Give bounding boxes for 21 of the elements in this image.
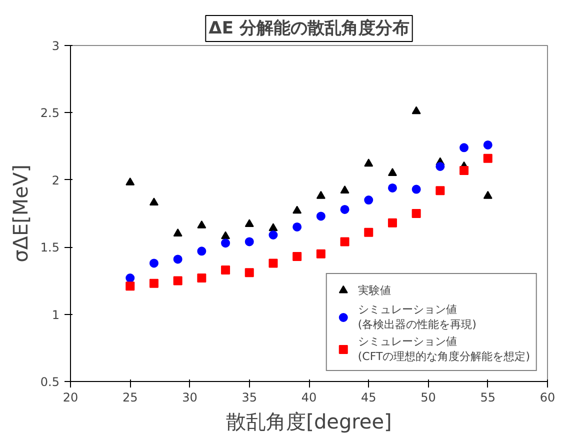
x-axis-title: 散乱角度[degree] <box>226 410 392 434</box>
x-tick-label: 40 <box>301 390 317 404</box>
x-tick-label: 45 <box>360 390 376 404</box>
y-tick-label: 2 <box>52 173 60 188</box>
legend-label: 実験値 <box>358 282 391 298</box>
legend-label: シミュレーション値 (各検出器の性能を再現) <box>358 302 476 332</box>
y-tick-label: 1.5 <box>40 240 60 255</box>
x-tick-label: 60 <box>540 390 556 404</box>
x-tick-label: 20 <box>62 390 78 404</box>
y-tick-label: 3 <box>52 39 60 53</box>
y-tick-label: 2.5 <box>40 106 60 120</box>
y-axis-title: σΔE[MeV] <box>8 164 32 262</box>
x-tick-label: 25 <box>122 390 138 404</box>
x-tick-label: 30 <box>182 390 198 404</box>
y-tick-label: 0.5 <box>40 375 60 389</box>
x-tick-label: 50 <box>420 390 436 404</box>
x-tick-label: 35 <box>242 390 258 404</box>
chart-title: ΔE 分解能の散乱角度分布 <box>208 18 410 38</box>
x-tick-label: 55 <box>480 390 496 404</box>
y-tick-label: 1 <box>52 308 60 322</box>
legend-label: シミュレーション値 (CFTの理想的な角度分解能を想定) <box>358 334 530 364</box>
